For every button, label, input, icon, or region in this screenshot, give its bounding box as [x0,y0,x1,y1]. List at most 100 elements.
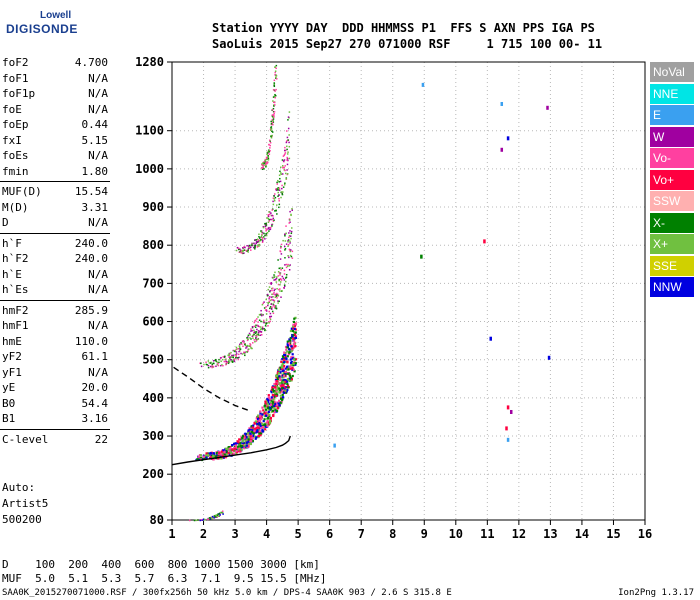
echo-point [257,414,260,417]
echo-point [266,217,268,219]
echo-point [205,363,208,366]
echo-point [215,514,218,516]
echo-point [212,458,215,461]
echo-point [279,379,282,382]
echo-point [264,222,266,225]
echo-point [209,452,212,455]
echo-point [264,325,267,327]
echo-point [263,307,266,309]
echo-point [269,317,271,319]
echo-point [254,246,256,249]
echo-point [239,250,241,253]
echo-point [293,327,296,331]
echo-point [235,446,238,450]
echo-point [276,183,279,185]
echo-point [250,347,253,350]
echo-point [216,514,219,517]
echo-point [238,447,241,450]
echo-point [275,394,278,397]
echo-point [256,324,259,327]
echo-point [272,111,275,113]
echo-point [239,248,241,250]
echo-point [282,239,284,242]
echo-point [254,340,256,343]
echo-point [287,151,289,153]
echo-point [289,242,291,244]
echo-point [275,204,278,206]
echo-point [283,279,286,281]
echo-point [231,449,234,452]
x-tick-label: 7 [358,527,365,541]
echo-point [258,429,261,432]
echo-point [218,361,220,364]
echo-point [260,426,263,430]
echo-point [266,152,269,154]
param-row-ye: yE 20.0 [2,381,108,395]
echo-point [250,439,253,443]
param-row-yf2: yF2 61.1 [2,350,108,364]
echo-point [290,379,293,382]
echo-point [281,267,284,269]
echo-point [272,299,275,301]
echo-point [273,289,275,292]
echo-point [212,454,215,457]
y-tick-label: 900 [142,200,164,214]
echo-point [284,391,288,394]
echo-point [261,303,264,306]
echo-point [275,277,278,280]
echo-point [271,119,274,121]
echo-point [273,105,275,107]
echo-point [289,336,292,340]
echo-point [280,253,283,255]
echo-point [265,310,268,312]
echo-point [261,328,264,331]
echo-point [254,239,256,241]
echo-point [272,393,275,397]
echo-point [261,425,264,428]
echo-point [268,297,270,300]
echo-point [288,134,290,136]
echo-point [290,364,293,367]
echo-point [200,456,203,460]
echo-point [259,410,262,413]
echo-point [269,213,271,216]
param-row-foes: foEs N/A [2,149,108,163]
echo-point [263,162,266,164]
echo-point [280,360,283,363]
echo-point [272,401,275,404]
echo-point [217,457,220,460]
echo-point [222,356,225,358]
param-row-h-es: h`Es N/A [2,283,108,297]
echo-point [284,353,287,357]
echo-point [283,287,285,289]
echo-point [247,432,250,435]
echo-point [250,249,252,251]
param-row-h-f: h`F 240.0 [2,237,108,251]
echo-point [273,101,275,104]
echo-point [287,255,289,257]
echo-point [291,207,293,210]
echo-point [274,408,277,411]
echo-point [240,448,243,451]
echo-point [254,331,257,333]
echo-point [233,360,236,362]
echo-point [273,397,276,400]
echo-point [272,197,275,199]
echo-point [262,161,264,164]
echo-point [264,402,267,405]
echo-point [269,420,272,423]
echo-point [282,155,285,157]
echo-point [259,239,262,242]
echo-point [273,199,276,202]
echo-point [271,218,273,221]
param-key: foEs [2,149,29,162]
param-key: yF2 [2,350,22,363]
echo-point [257,239,260,241]
echo-point [270,122,273,125]
echo-point [249,431,253,434]
scattered-echo-point [489,336,492,341]
echo-point [287,116,290,118]
echo-point [255,242,257,245]
echo-point [266,294,269,297]
echo-point [264,161,266,163]
